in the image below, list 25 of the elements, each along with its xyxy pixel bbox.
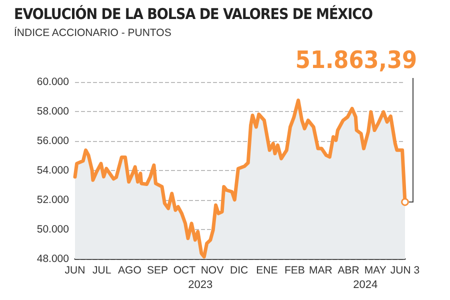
x-tick-label: MAR <box>309 264 333 276</box>
x-tick-label: JUN <box>64 264 86 276</box>
x-tick-label: JUL <box>92 264 112 276</box>
y-tick-label: 58.000 <box>36 106 70 118</box>
x-tick-label: ENE <box>256 264 278 276</box>
y-tick-label: 52.000 <box>36 194 70 206</box>
y-tick-label: 54.000 <box>36 164 70 176</box>
x-tick-label: MAY <box>364 264 386 276</box>
text: 2023 <box>188 279 213 291</box>
y-tick-label: 56.000 <box>36 135 70 147</box>
x-tick-label: JUN 3 <box>390 264 420 276</box>
chart-subtitle: ÍNDICE ACCIONARIO - PUNTOS <box>14 27 172 39</box>
y-tick-label: 48.000 <box>36 253 70 265</box>
y-tick-label: 50.000 <box>36 224 70 236</box>
text: 2024 <box>353 279 378 291</box>
annotation: 51.863,39 <box>295 46 417 74</box>
x-tick-label: SEP <box>146 264 168 276</box>
x-tick-label: OCT <box>173 264 196 276</box>
x-tick-label: FEB <box>284 264 305 276</box>
y-tick-label: 60.000 <box>36 76 70 88</box>
x-tick-label: ABR <box>338 264 360 276</box>
x-tick-label: DIC <box>230 264 249 276</box>
x-tick-label: NOV <box>200 264 224 276</box>
x-tick-label: AGO <box>118 264 142 276</box>
chart-title: EVOLUCIÓN DE LA BOLSA DE VALORES DE MÉXICO <box>14 5 372 23</box>
